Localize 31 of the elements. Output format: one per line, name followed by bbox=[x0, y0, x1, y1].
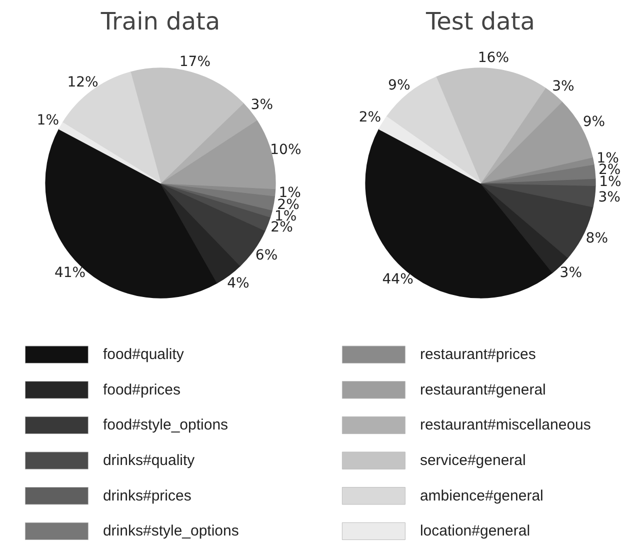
data-label: 9% bbox=[582, 114, 606, 130]
data-label: 4% bbox=[227, 275, 250, 292]
chart-title: Test data bbox=[425, 8, 535, 36]
legend-label: drinks#prices bbox=[102, 487, 192, 504]
legend-label: food#prices bbox=[102, 381, 181, 398]
legend-label: location#general bbox=[420, 522, 530, 540]
legend-label: restaurant#miscellaneous bbox=[420, 416, 591, 434]
data-label: 3% bbox=[250, 96, 274, 113]
data-label: 8% bbox=[586, 230, 608, 246]
data-label: 12% bbox=[67, 74, 98, 91]
legend-label: drinks#quality bbox=[102, 452, 196, 470]
legend-label: ambience#general bbox=[420, 487, 544, 504]
legend-label: drinks#style_options bbox=[102, 522, 239, 540]
chart-title: Train data bbox=[100, 8, 220, 36]
legend-label: restaurant#general bbox=[420, 381, 546, 398]
legend-label: restaurant#prices bbox=[420, 346, 536, 364]
data-label: 16% bbox=[478, 50, 510, 66]
legend-label: food#style_options bbox=[102, 416, 228, 434]
data-label: 6% bbox=[255, 247, 278, 264]
data-label: 44% bbox=[382, 272, 414, 288]
data-label: 9% bbox=[388, 77, 410, 94]
legend-label: food#quality bbox=[102, 346, 184, 364]
legend-label: service#general bbox=[420, 452, 526, 470]
data-label: 41% bbox=[54, 264, 86, 281]
data-label: 1% bbox=[36, 112, 60, 129]
data-label: 2% bbox=[358, 109, 382, 126]
data-label: 17% bbox=[179, 54, 211, 70]
data-label: 3% bbox=[560, 264, 582, 281]
data-label: 3% bbox=[598, 189, 620, 206]
data-label: 10% bbox=[270, 142, 302, 158]
data-label: 3% bbox=[552, 78, 574, 94]
